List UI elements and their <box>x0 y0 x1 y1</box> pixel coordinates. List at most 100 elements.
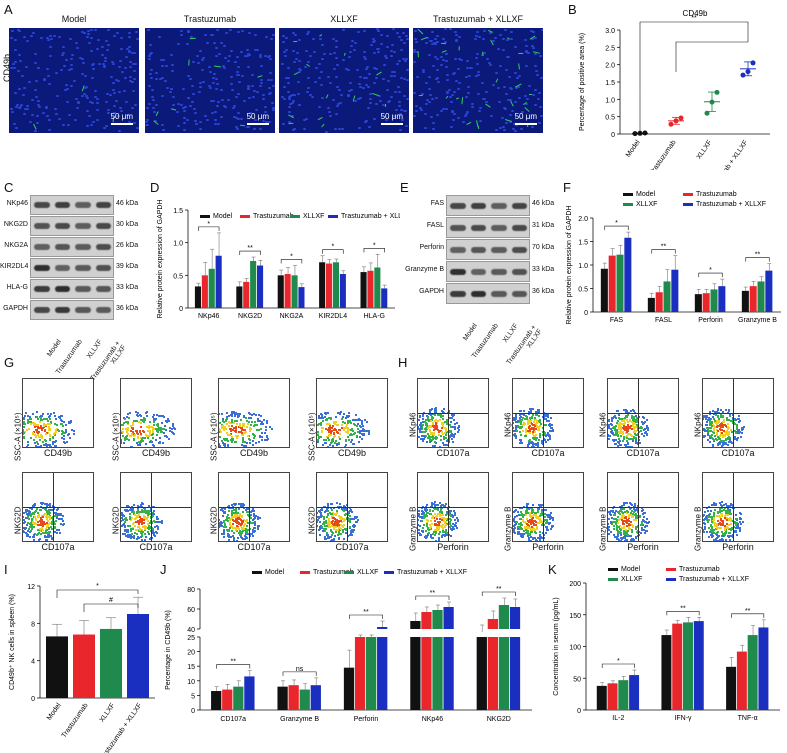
event-dot <box>221 417 224 420</box>
event-dot <box>138 414 141 417</box>
data-point <box>668 121 674 127</box>
event-dot <box>245 508 248 511</box>
sig-label: ** <box>496 586 502 593</box>
event-dot <box>716 416 719 419</box>
event-dot <box>431 422 434 425</box>
event-dot <box>623 523 626 526</box>
event-dot <box>141 532 144 535</box>
event-dot <box>428 418 431 421</box>
legend-swatch <box>252 571 262 574</box>
event-dot <box>328 424 331 427</box>
event-dot <box>250 513 253 516</box>
y-axis-label: Granzyme B <box>503 506 513 551</box>
event-dot <box>258 440 261 443</box>
event-dot <box>137 528 140 531</box>
nucleus-dot <box>76 102 80 105</box>
event-dot <box>23 529 24 532</box>
event-dot <box>142 507 145 510</box>
protein-band <box>95 286 111 292</box>
event-dot <box>152 520 155 523</box>
nucleus-dot <box>107 43 111 46</box>
sig-bracket <box>239 250 261 256</box>
event-dot <box>144 412 147 415</box>
flow-plot <box>417 472 489 542</box>
bar <box>655 292 663 312</box>
nucleus-dot <box>24 65 28 68</box>
event-dot <box>425 537 428 540</box>
event-dot <box>337 521 340 524</box>
event-dot <box>61 425 64 428</box>
quadrant-line <box>219 507 289 508</box>
event-dot <box>618 414 621 417</box>
event-dot <box>616 528 619 531</box>
event-dot <box>30 521 33 524</box>
event-dot <box>138 420 141 423</box>
event-dot <box>516 510 519 513</box>
event-dot <box>452 435 455 438</box>
y-tick-label: 1.5 <box>173 208 183 215</box>
event-dot <box>32 413 35 416</box>
event-dot <box>235 516 238 519</box>
event-dot <box>247 511 250 514</box>
event-dot <box>253 526 256 529</box>
event-dot <box>155 515 158 518</box>
event-dot <box>49 434 52 437</box>
event-dot <box>353 524 356 527</box>
event-dot <box>635 436 638 439</box>
event-dot <box>445 513 448 516</box>
event-dot <box>707 535 710 538</box>
event-dot <box>247 521 249 524</box>
event-dot <box>344 527 347 530</box>
nucleus-dot <box>30 98 34 101</box>
event-dot <box>53 441 56 444</box>
event-dot <box>50 534 53 537</box>
event-dot <box>127 509 130 512</box>
event-dot <box>42 523 45 526</box>
nucleus-dot <box>49 37 53 40</box>
event-dot <box>326 504 329 507</box>
event-dot <box>711 444 714 447</box>
event-dot <box>711 535 714 538</box>
event-dot <box>639 531 642 534</box>
event-dot <box>174 427 177 430</box>
event-dot <box>230 418 233 421</box>
bar <box>747 635 758 710</box>
event-dot <box>548 523 551 526</box>
x-tick-label: XLLXF <box>99 702 117 724</box>
legend-swatch <box>608 578 618 581</box>
event-dot <box>739 526 742 529</box>
event-dot <box>247 515 250 518</box>
event-dot <box>230 437 233 440</box>
event-dot <box>42 516 45 519</box>
event-dot <box>69 419 72 422</box>
event-dot <box>429 534 432 537</box>
event-dot <box>158 440 161 443</box>
event-dot <box>242 511 245 514</box>
event-dot <box>625 439 628 442</box>
event-dot <box>550 524 553 527</box>
event-dot <box>43 430 46 433</box>
event-dot <box>133 438 136 441</box>
event-dot <box>331 437 334 440</box>
event-dot <box>445 432 448 435</box>
event-dot <box>122 514 125 517</box>
event-dot <box>439 416 442 419</box>
event-dot <box>238 521 241 524</box>
event-dot <box>219 518 220 520</box>
event-dot <box>333 539 336 541</box>
nucleus-dot <box>81 95 85 98</box>
event-dot <box>143 522 146 525</box>
event-dot <box>439 531 442 534</box>
event-dot <box>440 422 443 425</box>
bar <box>607 683 618 710</box>
event-dot <box>452 509 455 512</box>
bar <box>374 267 381 308</box>
sig-label: * <box>615 220 618 227</box>
event-dot <box>126 430 129 433</box>
event-dot <box>419 429 422 432</box>
event-dot <box>365 430 368 433</box>
event-dot <box>137 505 140 508</box>
event-dot <box>547 431 550 434</box>
event-dot <box>357 430 360 433</box>
event-dot <box>227 421 230 424</box>
